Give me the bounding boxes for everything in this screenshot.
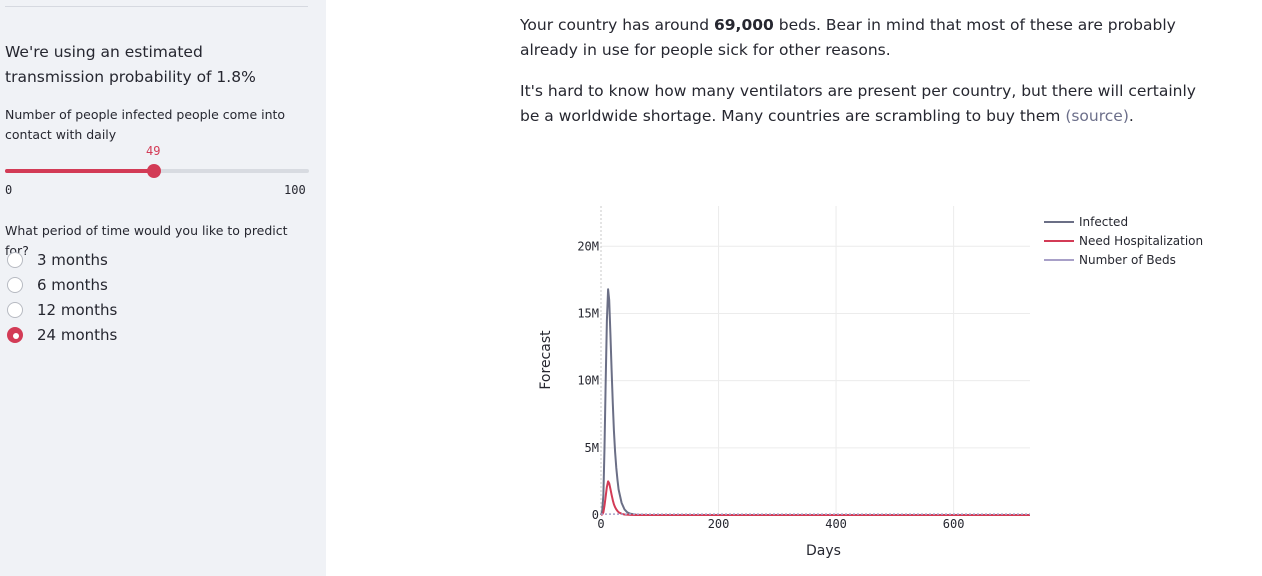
x-tick-label: 200 <box>708 517 730 531</box>
x-tick-label: 0 <box>597 517 604 531</box>
sidebar: We're using an estimated transmission pr… <box>0 0 326 576</box>
chart-legend: Infected Need Hospitalization Number of … <box>1044 212 1203 269</box>
slider-fill <box>5 169 154 173</box>
sidebar-divider <box>5 6 308 7</box>
radio-button[interactable] <box>7 302 23 318</box>
y-axis-title: Forecast <box>538 330 554 390</box>
period-option-label: 3 months <box>37 251 108 269</box>
period-option-label: 6 months <box>37 276 108 294</box>
y-tick-label: 15M <box>577 306 599 320</box>
ventilator-paragraph: It's hard to know how many ventilators a… <box>520 79 1210 129</box>
y-tick-label: 5M <box>585 441 599 455</box>
contact-slider-label: Number of people infected people come in… <box>5 107 286 142</box>
legend-item-hospitalization[interactable]: Need Hospitalization <box>1044 231 1203 250</box>
legend-label: Need Hospitalization <box>1079 233 1204 248</box>
beds-text-before: Your country has around <box>520 16 714 34</box>
ventilator-end: . <box>1128 107 1134 125</box>
period-option-12-months[interactable]: 12 months <box>7 299 207 321</box>
slider-value-label: 49 <box>146 144 161 158</box>
y-tick-label: 20M <box>577 239 599 253</box>
beds-paragraph: Your country has around 69,000 beds. Bea… <box>520 13 1210 63</box>
source-link[interactable]: (source) <box>1065 107 1129 125</box>
x-axis-title: Days <box>806 543 841 559</box>
slider-max-label: 100 <box>284 183 306 197</box>
radio-button-selected[interactable] <box>7 327 23 343</box>
legend-swatch <box>1044 220 1074 223</box>
y-tick-label: 10M <box>577 374 599 388</box>
legend-label: Infected <box>1079 214 1129 229</box>
radio-button[interactable] <box>7 252 23 268</box>
y-tick-label: 0 <box>592 508 599 522</box>
transmission-probability-text: We're using an estimated transmission pr… <box>5 43 256 86</box>
contacts-slider[interactable] <box>5 164 309 178</box>
legend-item-beds[interactable]: Number of Beds <box>1044 250 1203 269</box>
period-option-label: 12 months <box>37 301 118 319</box>
beds-text-after: beds. Bear in mind that most of these ar… <box>520 16 1176 59</box>
slider-thumb[interactable] <box>146 164 161 178</box>
period-option-3-months[interactable]: 3 months <box>7 249 207 271</box>
legend-swatch <box>1044 239 1074 242</box>
slider-min-label: 0 <box>5 183 13 197</box>
series-line-need-hospitalization <box>600 480 1030 516</box>
ventilator-text: It's hard to know how many ventilators a… <box>520 82 1196 125</box>
period-option-label: 24 months <box>37 326 118 344</box>
series-line-infected <box>600 288 1030 516</box>
legend-item-infected[interactable]: Infected <box>1044 212 1203 231</box>
x-tick-label: 600 <box>943 517 965 531</box>
period-option-6-months[interactable]: 6 months <box>7 274 207 296</box>
period-option-24-months[interactable]: 24 months <box>7 324 207 346</box>
legend-swatch <box>1044 258 1074 261</box>
x-tick-label: 400 <box>825 517 847 531</box>
legend-label: Number of Beds <box>1079 252 1176 267</box>
radio-button[interactable] <box>7 277 23 293</box>
beds-count: 69,000 <box>713 16 774 34</box>
